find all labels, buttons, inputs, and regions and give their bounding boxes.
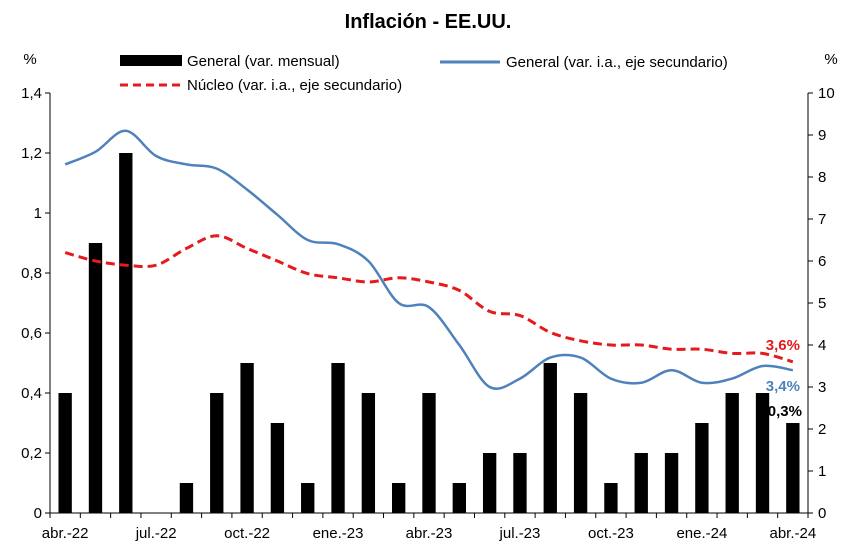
bar-general-mensual: [119, 153, 133, 513]
right-tick-label: 2: [818, 421, 826, 438]
bar-general-mensual: [786, 423, 800, 513]
annotation-general-mensual: 0,3%: [768, 403, 802, 420]
right-tick-label: 10: [818, 85, 835, 102]
legend: General (var. mensual) General (var. i.a…: [120, 53, 728, 94]
right-tick-label: 8: [818, 169, 826, 186]
legend-item-nucleo: Núcleo (var. i.a., eje secundario): [120, 77, 402, 94]
x-tick-label: abr.-23: [406, 525, 453, 542]
right-tick-label: 0: [818, 505, 826, 522]
bar-general-mensual: [301, 483, 315, 513]
legend-label-general-ia: General (var. i.a., eje secundario): [506, 54, 728, 71]
bar-general-mensual: [695, 423, 709, 513]
bar-general-mensual: [392, 483, 406, 513]
legend-label-nucleo: Núcleo (var. i.a., eje secundario): [187, 77, 402, 94]
line-nucleo: [64, 234, 794, 364]
bar-general-mensual: [270, 423, 285, 513]
bar-general-mensual: [634, 453, 648, 513]
bar-general-mensual: [240, 363, 254, 513]
annotation-general-ia: 3,4%: [766, 378, 800, 395]
right-tick-label: 1: [818, 463, 826, 480]
x-tick-label: ene.-24: [676, 525, 727, 542]
bar-general-mensual: [543, 363, 557, 513]
right-axis-unit: %: [824, 51, 837, 68]
right-tick-label: 9: [818, 127, 826, 144]
legend-label-general-mensual: General (var. mensual): [187, 53, 340, 70]
bar-general-mensual: [604, 483, 618, 513]
plot-area: 0 0,2 0,4 0,6 0,8 1 1,2 1,4 0 1 2 3 4 5 6 7 8 9 10 abr.-22 j…: [21, 85, 835, 542]
bar-general-mensual: [452, 483, 466, 513]
legend-item-general-ia: General (var. i.a., eje secundario): [440, 54, 728, 71]
bar-general-mensual: [179, 483, 194, 513]
left-tick-label: 0,2: [21, 445, 42, 462]
chart-title: Inflación - EE.UU.: [345, 11, 512, 33]
bar-general-mensual: [482, 453, 497, 513]
left-tick-label: 0,4: [21, 385, 42, 402]
bar-general-mensual: [422, 393, 436, 513]
left-tick-label: 0,8: [21, 265, 42, 282]
legend-item-general-mensual: General (var. mensual): [120, 53, 340, 70]
left-tick-label: 1,4: [21, 85, 42, 102]
right-tick-label: 5: [818, 295, 826, 312]
x-tick-label: jul.-22: [135, 525, 177, 542]
right-tick-label: 4: [818, 337, 826, 354]
bar-general-mensual: [88, 243, 103, 513]
right-tick-label: 6: [818, 253, 826, 270]
left-tick-label: 0,6: [21, 325, 42, 342]
x-tick-label: abr.-22: [42, 525, 89, 542]
x-tick-label: oct.-22: [224, 525, 270, 542]
x-tick-label: ene.-23: [313, 525, 364, 542]
bar-general-mensual: [513, 453, 527, 513]
left-axis-unit: %: [23, 51, 36, 68]
bar-general-mensual: [58, 393, 72, 513]
bar-general-mensual: [573, 393, 588, 513]
bar-general-mensual: [361, 393, 376, 513]
bar-general-mensual: [725, 393, 739, 513]
annotation-nucleo: 3,6%: [766, 337, 800, 354]
right-tick-label: 7: [818, 211, 826, 228]
bar-general-mensual: [755, 393, 770, 513]
x-tick-label: oct.-23: [588, 525, 634, 542]
x-tick-label: jul.-23: [499, 525, 541, 542]
line-general-ia: [64, 129, 794, 390]
legend-swatch-bar: [120, 55, 182, 66]
right-tick-label: 3: [818, 379, 826, 396]
left-tick-label: 0: [34, 505, 42, 522]
left-tick-label: 1: [34, 205, 42, 222]
bar-general-mensual: [331, 363, 345, 513]
left-tick-label: 1,2: [21, 145, 42, 162]
bar-general-mensual: [210, 393, 224, 513]
bar-general-mensual: [664, 453, 679, 513]
x-tick-label: abr.-24: [769, 525, 816, 542]
